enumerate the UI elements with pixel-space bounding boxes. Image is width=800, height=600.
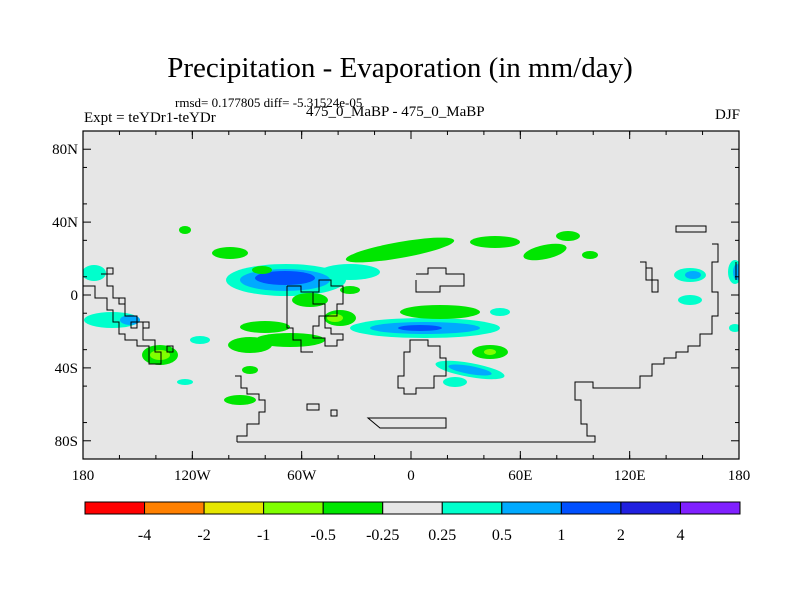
anomaly-patch (240, 321, 290, 333)
anomaly-patch (448, 364, 492, 376)
anomaly-patch (320, 264, 380, 280)
anomaly-patch (340, 286, 360, 294)
anomaly-patch (255, 271, 315, 285)
anomaly-patch (179, 226, 191, 234)
anomaly-patch (556, 231, 580, 241)
colorbar-swatch (382, 501, 443, 515)
anomaly-patch (224, 395, 256, 405)
colorbar-swatch (263, 501, 324, 515)
lon-tick-label: 60E (508, 468, 532, 484)
colorbar-swatch (441, 501, 503, 515)
anomaly-patch (443, 377, 467, 387)
lon-tick-label: 60W (287, 468, 317, 484)
anomaly-patch (729, 324, 739, 332)
anomaly-patch (212, 247, 248, 259)
colorbar-swatch (203, 501, 265, 515)
colorbar-swatch (679, 501, 741, 515)
anomaly-patch (685, 271, 701, 279)
anomaly-patch (190, 336, 210, 344)
difference-label: 475_0_MaBP - 475_0_MaBP (306, 104, 485, 120)
colorbar-swatch (144, 501, 205, 515)
colorbar-label: -4 (138, 527, 151, 544)
lon-tick-label: 120E (614, 468, 646, 484)
experiment-label: Expt = teYDr1-teYDr (84, 110, 216, 126)
lat-tick-label: 80N (52, 142, 78, 158)
lon-tick-label: 0 (407, 468, 415, 484)
colorbar-label: -2 (197, 527, 210, 544)
colorbar-label: 0.5 (492, 527, 512, 544)
anomaly-patch (490, 308, 510, 316)
anomaly-patch (582, 251, 598, 259)
anomaly-patch (242, 366, 258, 374)
lat-tick-label: 40N (52, 215, 78, 231)
plot-background (83, 131, 739, 459)
colorbar-swatch (501, 501, 562, 515)
lat-tick-label: 40S (55, 361, 78, 377)
anomaly-patch (400, 305, 480, 319)
anomaly-contours (83, 226, 739, 405)
anomaly-patch (83, 265, 106, 281)
season-label: DJF (714, 107, 740, 123)
anomaly-patch (733, 264, 739, 280)
colorbar: -4 -2 -1 -0.5 -0.25 0.25 0.5 1 2 4 (84, 501, 741, 544)
anomaly-patch (678, 295, 702, 305)
lon-tick-label: 180 (72, 468, 95, 484)
anomaly-patch (292, 293, 328, 307)
anomaly-patch (470, 236, 520, 248)
coastline-south-america (286, 279, 344, 353)
coastline-australia (640, 261, 659, 293)
colorbar-label: -0.5 (311, 527, 336, 544)
anomaly-patch (345, 237, 455, 263)
colorbar-label: 0.25 (428, 527, 456, 544)
lon-tick-label: 120W (174, 468, 212, 484)
colorbar-label: -1 (257, 527, 270, 544)
rmsd-stats: rmsd= 0.177805 diff= -5.31524e-05 (175, 95, 363, 110)
colorbar-label: 2 (617, 527, 625, 544)
coastlines (83, 225, 737, 443)
colorbar-label: 4 (676, 527, 684, 544)
map-title: Precipitation - Evaporation (in mm/day) (167, 52, 633, 84)
anomaly-patch (523, 243, 567, 261)
anomaly-patch (398, 325, 442, 331)
coastline-antarctica (235, 243, 719, 443)
colorbar-swatch (322, 501, 384, 515)
anomaly-patch (255, 333, 325, 347)
lat-tick-label: 80S (55, 434, 78, 450)
anomaly-patch (252, 266, 272, 274)
coastline-islands (106, 262, 737, 429)
anomaly-patch (484, 349, 496, 355)
coastline-africa (397, 339, 447, 395)
lat-tick-label: 0 (71, 288, 79, 304)
anomaly-patch (177, 379, 193, 385)
lon-tick-label: 180 (728, 468, 751, 484)
colorbar-label: -0.25 (366, 527, 399, 544)
colorbar-swatch (84, 501, 146, 515)
anomaly-patch (327, 314, 343, 322)
axis-ticks (82, 130, 740, 460)
colorbar-swatch (560, 501, 622, 515)
coastline-indonesia (675, 225, 718, 245)
coastline-west-africa (415, 267, 465, 293)
colorbar-label: 1 (557, 527, 565, 544)
axis-labels: 80N 40N 0 40S 80S 180 120W 60W 0 60E 120E 180 (52, 142, 750, 484)
colorbar-swatch (620, 501, 681, 515)
